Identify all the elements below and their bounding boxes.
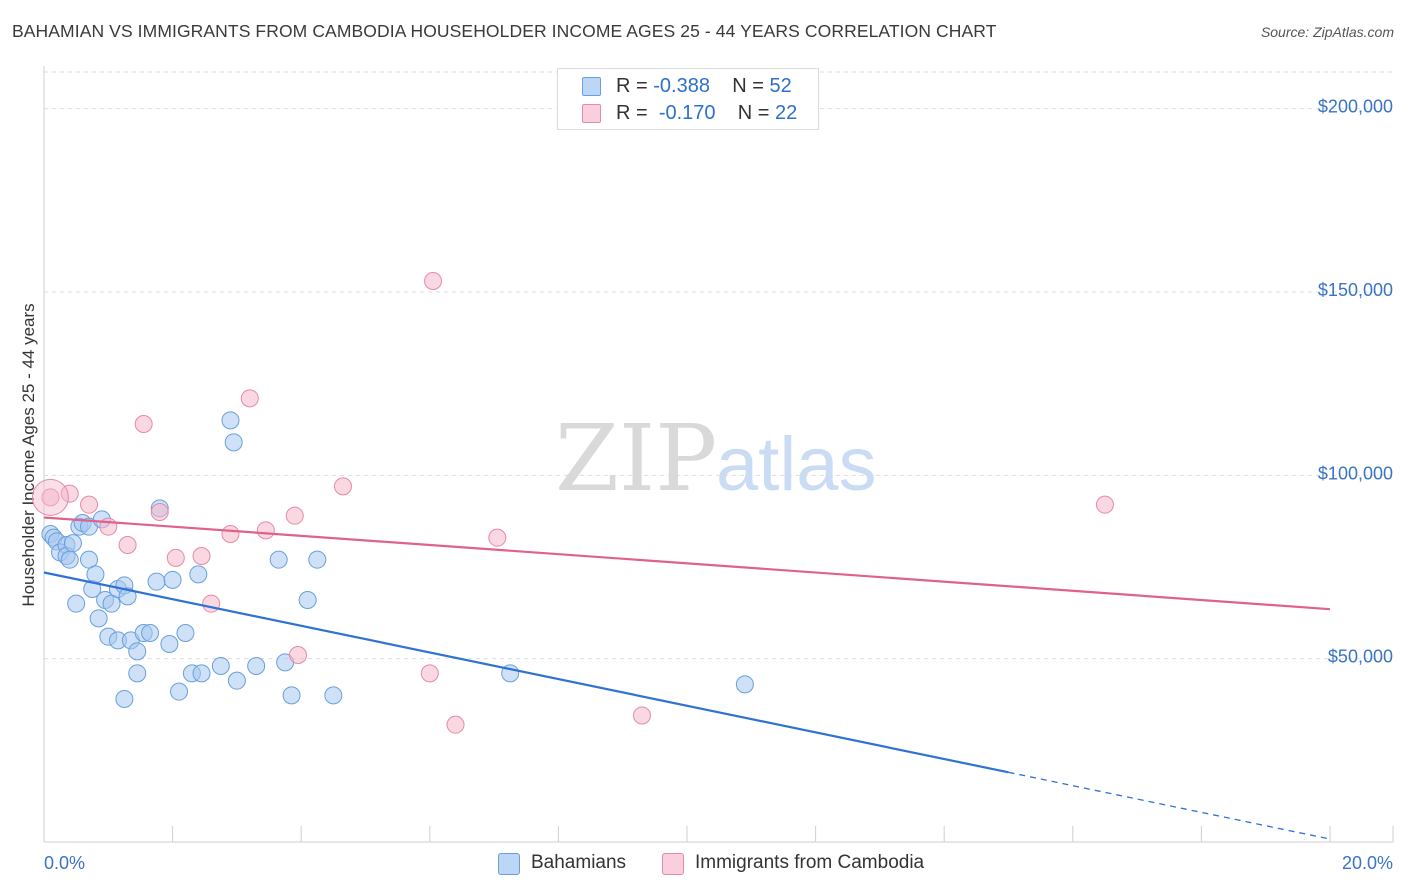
data-point [221,411,240,430]
stats-text: R = -0.388 N = 52 [616,75,792,97]
data-point [333,477,352,496]
data-point [227,671,246,690]
data-point [224,433,243,452]
data-point [247,657,266,675]
y-tick-label: $50,000 [1328,647,1393,667]
y-tick-label: $200,000 [1318,97,1393,117]
watermark-zip: ZIP [555,405,717,512]
data-point [420,664,439,683]
data-point [67,594,86,613]
data-point [446,715,465,734]
legend-swatch-blue [582,77,601,96]
x-tick-labels: 0.0% 20.0% [44,853,1393,873]
data-point [118,587,137,606]
data-point [134,415,153,433]
axes [43,66,1394,843]
data-point [80,495,99,514]
data-point [115,690,134,708]
data-point [288,646,307,664]
stats-legend: R = -0.388 N = 52 R = -0.170 N = 22 [557,68,819,130]
watermark-atlas: atlas [716,422,877,507]
data-point [1095,495,1114,514]
x-tick-label: 20.0% [1342,853,1393,873]
legend-swatch-cambodia [662,853,684,875]
watermark: ZIP atlas [555,405,877,512]
data-point [128,642,147,661]
data-point [298,591,317,609]
legend-label-cambodia: Immigrants from Cambodia [695,852,925,873]
y-tick-labels: $50,000 $100,000 $150,000 $200,000 [1318,97,1393,667]
data-point [324,686,343,705]
data-point [141,624,160,642]
series-bahamians [41,411,754,708]
data-point [176,624,195,642]
data-point [41,488,60,507]
x-tick-label: 0.0% [44,853,85,873]
gridlines [44,71,1395,660]
data-point [160,635,179,653]
data-point [63,534,82,553]
stats-text: R = -0.170 N = 22 [616,102,798,124]
source-label: Source: ZipAtlas.com [1260,24,1394,40]
data-point [150,503,169,521]
data-point-cluster [31,478,69,516]
data-point [211,657,230,675]
chart-title: BAHAMIAN VS IMMIGRANTS FROM CAMBODIA HOU… [12,21,997,41]
y-tick-label: $150,000 [1318,280,1393,300]
data-point [735,675,754,694]
data-point [192,547,211,565]
data-point [118,536,137,554]
data-point [424,272,443,290]
data-point [189,565,208,584]
legend-swatch-pink [582,104,601,123]
data-point [488,528,507,547]
data-point [285,506,304,525]
data-point [308,550,327,569]
legend-swatch-bahamians [498,853,520,875]
data-point [86,565,105,584]
data-point [192,664,211,683]
data-point [269,550,288,569]
data-point [202,594,221,613]
trend-line [43,571,1009,774]
data-point [60,550,79,569]
data-point [632,706,651,725]
data-point [166,548,185,567]
data-point [282,686,301,705]
data-point [89,609,108,628]
series-cambodia [31,272,1114,734]
data-point [221,525,240,543]
data-point [163,570,182,589]
legend-label-bahamians: Bahamians [531,852,627,873]
data-point [256,521,275,540]
trend-lines [43,516,1331,840]
data-point [147,572,166,591]
data-point [170,682,189,701]
trend-line-extension [1008,771,1331,840]
data-point [60,484,79,503]
data-point [128,664,147,683]
data-point [240,389,259,408]
y-tick-label: $100,000 [1318,463,1393,483]
trend-line [43,516,1331,611]
